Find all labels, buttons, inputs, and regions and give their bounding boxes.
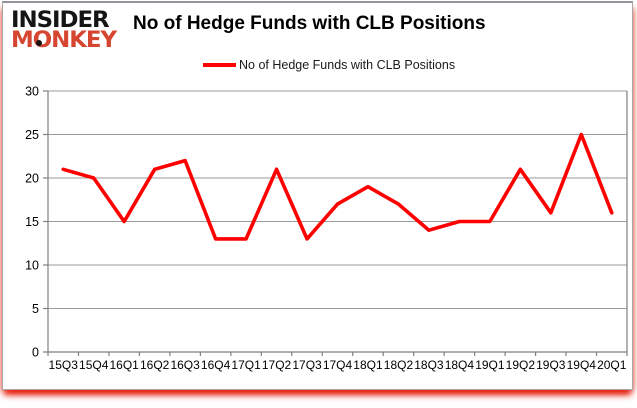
legend-line-swatch [203,63,236,67]
x-tick-label: 19Q2 [506,358,536,372]
x-tick-label: 17Q2 [262,358,292,372]
y-tick-label: 25 [25,128,39,142]
x-tick-label: 16Q3 [170,358,200,372]
x-tick-label: 20Q1 [597,358,627,372]
x-tick-label: 16Q4 [201,358,231,372]
legend-label: No of Hedge Funds with CLB Positions [239,58,456,72]
line-chart-plot: 0 5 10 15 20 25 30 15Q3 15Q4 16Q1 16Q2 16Q3 16Q4 17Q1… [25,85,628,372]
monkey-eye-dot [36,40,42,46]
logo-text-monkey: MONKEY [11,28,117,53]
chart-frame: INSIDER MONKEY No of Hedge Funds with CL… [2,1,633,390]
series-line [61,132,614,241]
x-tick-label: 17Q3 [292,358,322,372]
x-tick-label: 16Q2 [140,358,170,372]
y-tick-label: 15 [25,215,39,229]
x-tick-label: 18Q1 [353,358,383,372]
x-tick-label: 18Q3 [414,358,444,372]
chart-title: No of Hedge Funds with CLB Positions [133,13,486,34]
x-tick-label: 17Q1 [231,358,261,372]
x-tick-label: 17Q4 [323,358,353,372]
x-tick-label: 15Q3 [49,358,79,372]
x-tick-label: 19Q4 [567,358,597,372]
y-tick-label: 10 [25,259,39,273]
y-tick-label: 5 [32,302,39,316]
y-tick-label: 0 [32,346,39,360]
logo-text-insider: INSIDER [11,8,110,33]
y-tick-label: 30 [25,85,39,99]
x-tick-label: 19Q3 [536,358,566,372]
x-tick-label: 15Q4 [79,358,109,372]
x-tick-label: 18Q2 [384,358,414,372]
chart-legend: No of Hedge Funds with CLB Positions [203,58,455,72]
x-tick-label: 18Q4 [445,358,475,372]
x-tick-label: 16Q1 [110,358,140,372]
x-tick-label: 19Q1 [475,358,505,372]
insider-monkey-logo: INSIDER MONKEY [11,8,117,53]
y-tick-label: 20 [25,172,39,186]
